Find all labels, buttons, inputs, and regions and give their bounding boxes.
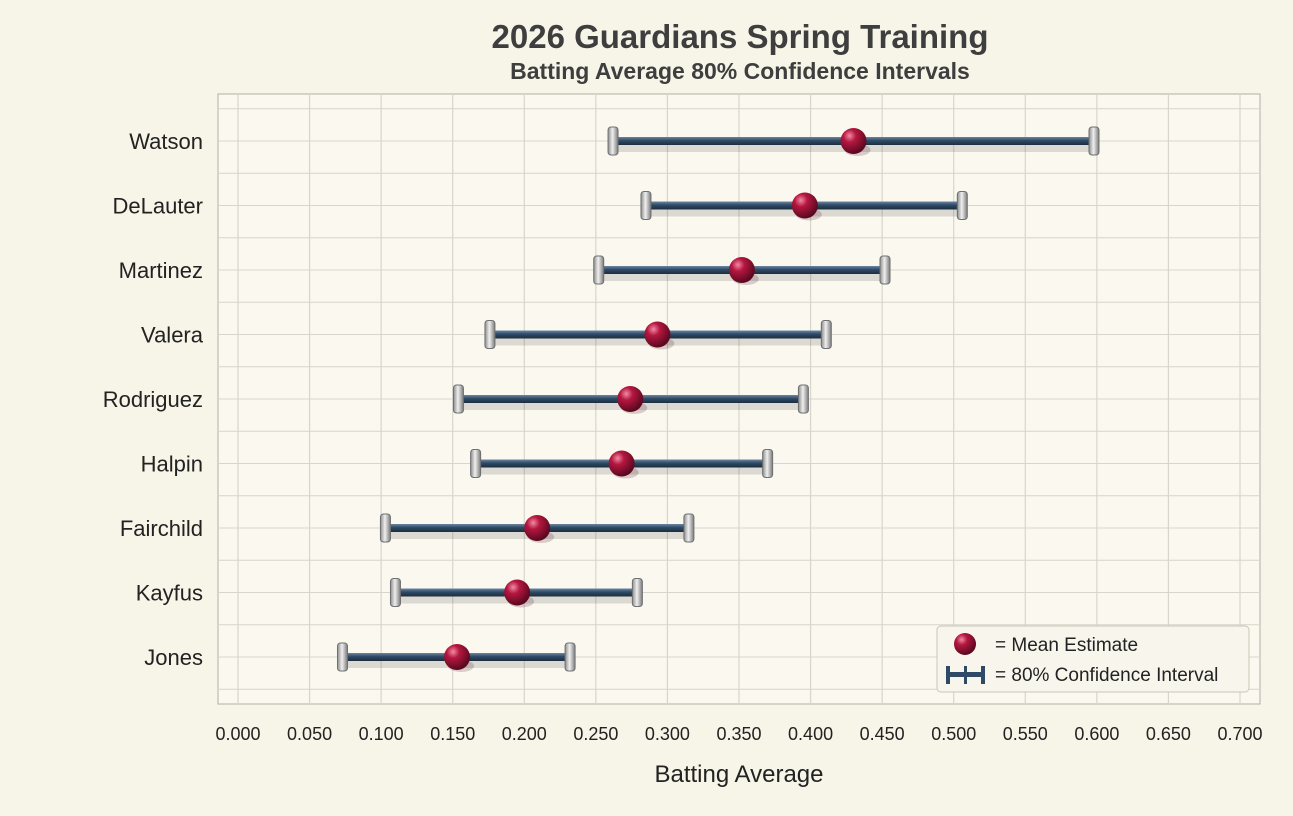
x-tick-labels: 0.000 0.050 0.100 0.150 0.200 0.250 0.300 0.350… [215, 724, 1262, 744]
mean-marker [644, 321, 671, 348]
player-row [607, 126, 1100, 156]
player-label: Kayfus [136, 581, 203, 606]
interval-cap-high [820, 320, 832, 349]
player-label: Martinez [119, 258, 203, 283]
interval-cap-low [593, 255, 605, 285]
x-tick-label: 0.150 [430, 724, 475, 744]
mean-marker [840, 128, 867, 154]
x-tick-label: 0.200 [502, 724, 547, 744]
interval-cap-high [1088, 126, 1100, 156]
player-label: Rodriguez [103, 387, 203, 412]
x-tick-label: 0.000 [215, 724, 260, 744]
x-tick-label: 0.050 [287, 724, 332, 744]
interval-marks [336, 126, 1100, 672]
player-row [452, 384, 809, 414]
x-tick-label: 0.600 [1074, 724, 1119, 744]
interval-cap-high [564, 642, 576, 672]
player-row [484, 320, 832, 350]
player-row [640, 191, 968, 221]
legend-interval-cap-left [946, 666, 950, 684]
player-row [379, 513, 695, 543]
player-label: Halpin [141, 452, 203, 477]
interval-cap-low [336, 642, 348, 672]
player-row [389, 578, 643, 608]
interval-cap-low [470, 449, 482, 478]
legend-box [936, 625, 1250, 693]
x-tick-label: 0.550 [1003, 724, 1048, 744]
x-tick-label: 0.300 [645, 724, 690, 744]
interval-cap-low [607, 126, 619, 156]
mean-marker [608, 450, 635, 477]
x-tick-label: 0.500 [931, 724, 976, 744]
chart-subtitle: Batting Average 80% Confidence Intervals [510, 58, 970, 84]
player-label: Jones [144, 645, 203, 670]
interval-cap-low [484, 320, 496, 349]
interval-cap-low [379, 513, 391, 543]
interval-cap-high [879, 255, 891, 285]
interval-cap-high [956, 191, 968, 220]
mean-marker [617, 386, 644, 412]
x-tick-label: 0.350 [716, 724, 761, 744]
legend-interval-cap-right [981, 666, 985, 684]
legend-interval-mid [964, 666, 967, 684]
mean-marker [791, 192, 818, 219]
player-label: DeLauter [112, 194, 203, 219]
y-category-labels: Watson DeLauter Martinez Valera Rodriguez Hal… [103, 129, 204, 670]
interval-cap-high [683, 513, 695, 543]
mean-marker [524, 515, 551, 541]
mean-marker [504, 579, 531, 606]
x-tick-label: 0.400 [788, 724, 833, 744]
legend-interval-label: = 80% Confidence Interval [995, 665, 1218, 686]
interval-cap-high [797, 384, 809, 414]
legend: = Mean Estimate = 80% Confidence Interva… [936, 625, 1250, 693]
interval-cap-low [389, 578, 401, 607]
chart-title: 2026 Guardians Spring Training [491, 18, 989, 55]
player-label: Watson [129, 129, 203, 154]
x-tick-label: 0.450 [860, 724, 905, 744]
x-tick-label: 0.700 [1217, 724, 1262, 744]
x-tick-label: 0.100 [359, 724, 404, 744]
legend-mean-label: = Mean Estimate [995, 635, 1138, 656]
interval-cap-low [640, 191, 652, 220]
x-axis-label: Batting Average [654, 761, 823, 788]
player-row [336, 642, 576, 672]
player-label: Valera [141, 323, 204, 348]
interval-cap-high [631, 578, 643, 607]
mean-marker [728, 257, 755, 283]
legend-mean-marker [954, 633, 976, 655]
mean-marker [444, 644, 471, 670]
x-tick-label: 0.250 [573, 724, 618, 744]
player-row [593, 255, 891, 285]
player-label: Fairchild [120, 516, 203, 541]
x-tick-label: 0.650 [1146, 724, 1191, 744]
interval-cap-low [452, 384, 464, 414]
player-row [470, 449, 774, 479]
interval-cap-high [762, 449, 774, 478]
